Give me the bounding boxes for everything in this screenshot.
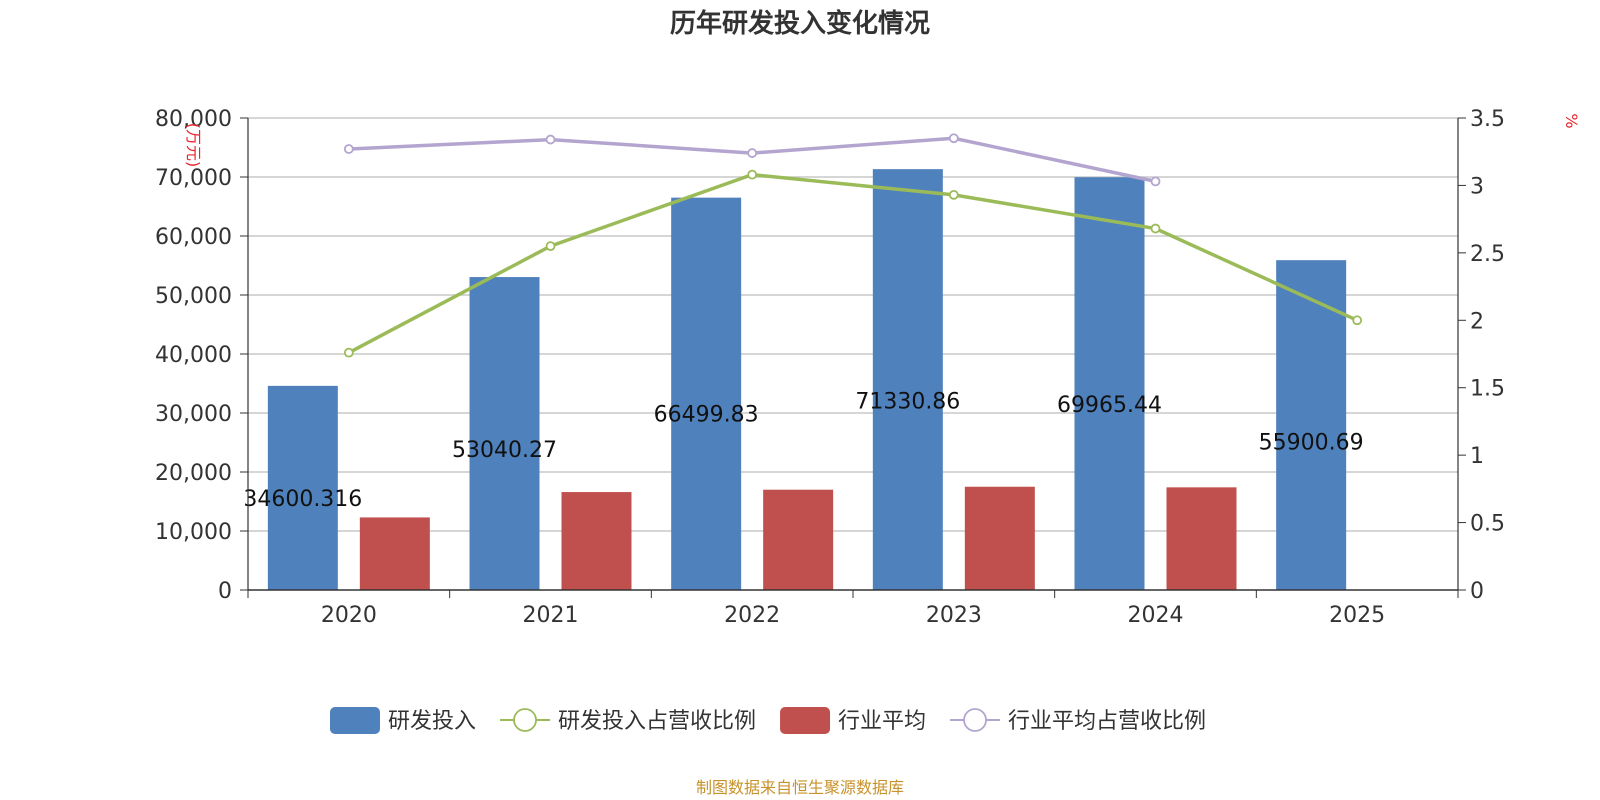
bar-value-label: 69965.44 bbox=[1057, 393, 1162, 418]
x-tick-label: 2023 bbox=[926, 603, 982, 628]
line-point bbox=[1352, 315, 1363, 326]
line-point bbox=[1150, 176, 1161, 187]
left-tick-label: 70,000 bbox=[155, 166, 232, 191]
line-point bbox=[545, 241, 556, 252]
right-tick-label: 0.5 bbox=[1470, 512, 1505, 537]
line-point bbox=[948, 189, 959, 200]
line-point bbox=[747, 169, 758, 180]
right-axis-unit: % bbox=[1562, 113, 1581, 128]
line-point bbox=[948, 133, 959, 144]
bar-rd-2020 bbox=[267, 385, 338, 590]
bar-industry-2022 bbox=[763, 489, 834, 590]
x-tick-label: 2020 bbox=[321, 603, 377, 628]
legend-label: 行业平均 bbox=[838, 709, 926, 734]
bar-rd-2024 bbox=[1074, 177, 1145, 590]
chart-title: 历年研发投入变化情况 bbox=[670, 8, 930, 39]
right-tick-label: 2 bbox=[1470, 309, 1484, 334]
source-note: 制图数据来自恒生聚源数据库 bbox=[696, 778, 904, 797]
grid bbox=[248, 117, 1458, 532]
bars bbox=[267, 169, 1347, 590]
line-point bbox=[747, 148, 758, 158]
bar-value-label: 34600.316 bbox=[243, 487, 362, 512]
left-axis-unit: (万元) bbox=[184, 123, 203, 168]
line-point bbox=[343, 347, 354, 358]
bar-value-label: 53040.27 bbox=[452, 438, 557, 463]
left-tick-label: 30,000 bbox=[155, 402, 232, 427]
line-point bbox=[545, 134, 556, 145]
bar-rd-2025 bbox=[1276, 260, 1347, 590]
line-point bbox=[343, 144, 354, 154]
line-point bbox=[1150, 223, 1161, 234]
x-tick-label: 2024 bbox=[1128, 603, 1184, 628]
bar-rd-2023 bbox=[872, 169, 943, 590]
legend-swatch-bar bbox=[330, 707, 380, 734]
x-tick-label: 2022 bbox=[724, 603, 780, 628]
legend-swatch-marker bbox=[963, 708, 987, 732]
right-tick-label: 1.5 bbox=[1470, 377, 1505, 402]
axes: 0 10,000 20,000 30,000 40,000 50,000 60,000 70,… bbox=[155, 107, 1505, 628]
bar-rd-2021 bbox=[469, 277, 540, 590]
right-tick-label: 3.5 bbox=[1470, 107, 1505, 132]
right-tick-label: 2.5 bbox=[1470, 242, 1505, 267]
left-tick-label: 50,000 bbox=[155, 284, 232, 309]
left-tick-label: 0 bbox=[218, 579, 232, 604]
left-tick-label: 60,000 bbox=[155, 225, 232, 250]
bar-industry-2023 bbox=[964, 486, 1035, 590]
legend-label: 研发投入占营收比例 bbox=[558, 709, 756, 734]
right-tick-label: 0 bbox=[1470, 579, 1484, 604]
legend-label: 研发投入 bbox=[388, 709, 476, 734]
legend-swatch-bar bbox=[780, 707, 831, 734]
legend-label: 行业平均占营收比例 bbox=[1008, 709, 1206, 734]
right-tick-label: 1 bbox=[1470, 444, 1484, 469]
bar-value-label: 71330.86 bbox=[855, 390, 960, 415]
bar-industry-2024 bbox=[1166, 487, 1237, 590]
left-tick-label: 10,000 bbox=[155, 520, 232, 545]
left-tick-label: 20,000 bbox=[155, 461, 232, 486]
bar-value-label: 66499.83 bbox=[654, 402, 759, 427]
bar-value-label: 55900.69 bbox=[1259, 431, 1364, 456]
x-tick-label: 2021 bbox=[523, 603, 579, 628]
series-line-1 bbox=[348, 172, 1358, 355]
bar-industry-2020 bbox=[359, 517, 430, 590]
left-tick-label: 80,000 bbox=[155, 107, 232, 132]
legend-swatch-marker bbox=[513, 708, 537, 732]
right-tick-label: 3 bbox=[1470, 174, 1484, 199]
data-labels: 34600.316 53040.27 66499.83 71330.86 69965.4… bbox=[243, 390, 1363, 513]
x-tick-label: 2025 bbox=[1329, 603, 1385, 628]
lines bbox=[343, 133, 1363, 358]
bar-industry-2021 bbox=[561, 492, 632, 590]
left-tick-label: 40,000 bbox=[155, 343, 232, 368]
legend: 研发投入 研发投入占营收比例 行业平均 行业平均占营收比例 bbox=[330, 707, 1206, 734]
bar-rd-2022 bbox=[671, 197, 742, 590]
